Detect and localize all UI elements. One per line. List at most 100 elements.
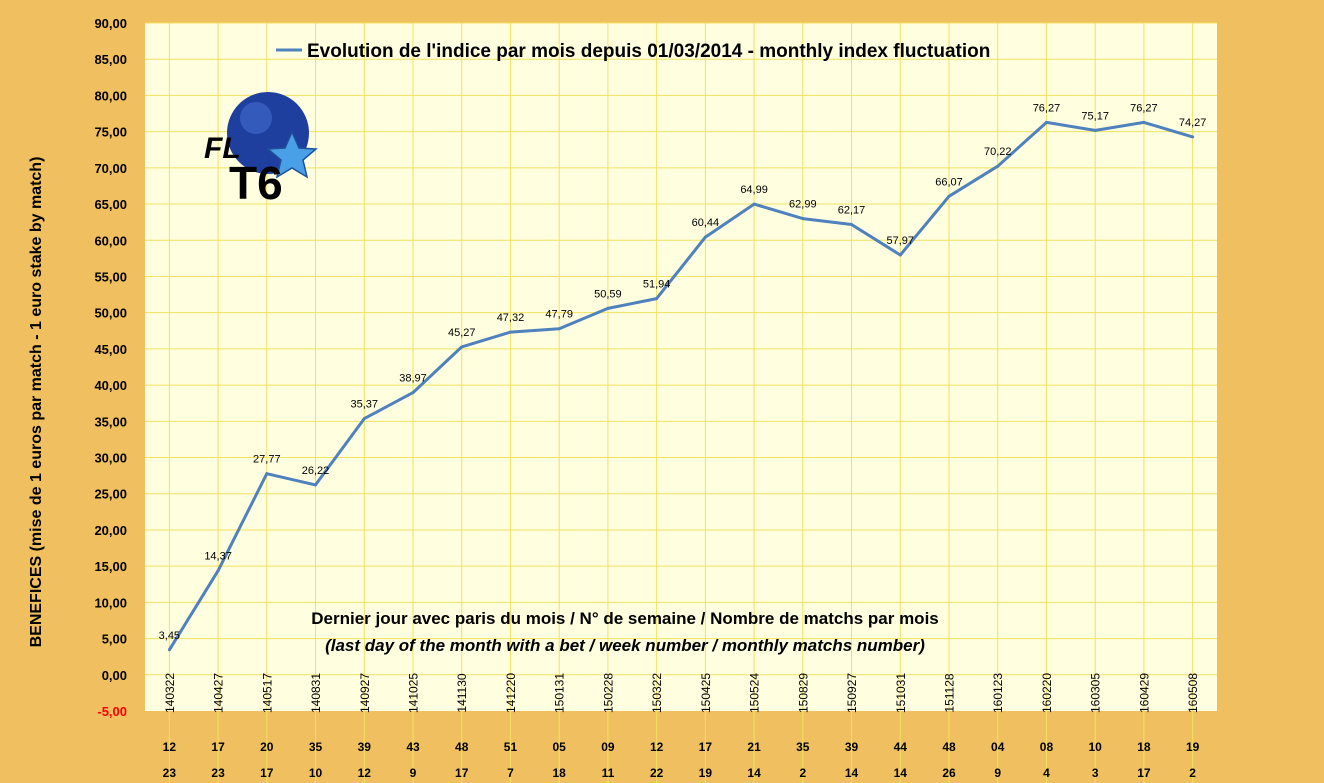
data-point — [216, 569, 220, 573]
data-label: 38,97 — [399, 373, 427, 385]
data-label: 76,27 — [1130, 102, 1158, 114]
data-point — [265, 472, 269, 476]
y-axis-ticks: -5,00 0,00 5,00 10,00 15,00 20,00 25,00 30,00 35… — [94, 16, 127, 719]
week-number-label: 21 — [747, 740, 761, 754]
x-tick-label: 150927 — [845, 673, 859, 713]
y-tick-label: 75,00 — [94, 125, 127, 140]
data-point — [850, 223, 854, 227]
week-number-label: 18 — [1137, 740, 1151, 754]
y-tick-label: 25,00 — [94, 487, 127, 502]
match-count-label: 10 — [309, 766, 323, 780]
data-point — [947, 194, 951, 198]
data-label: 62,99 — [789, 199, 817, 211]
data-label: 26,22 — [302, 465, 330, 477]
x-tick-label: 140322 — [163, 673, 177, 713]
x-tick-label: 150829 — [796, 673, 810, 713]
x-tick-label: 141220 — [504, 673, 518, 713]
data-label: 66,07 — [935, 176, 963, 188]
data-label: 64,99 — [740, 184, 768, 196]
week-number-label: 48 — [942, 740, 956, 754]
match-count-label: 11 — [602, 766, 615, 780]
data-label: 60,44 — [692, 217, 720, 229]
match-count-label: 17 — [455, 766, 469, 780]
y-tick-label: 20,00 — [94, 523, 127, 538]
x-axis-labels: 1403221223140427172314051720171408313510… — [163, 673, 1200, 780]
y-tick-label: -5,00 — [97, 704, 127, 719]
y-tick-label: 60,00 — [94, 233, 127, 248]
series-line — [168, 120, 1194, 651]
x-tick-label: 160305 — [1089, 673, 1103, 713]
week-number-label: 48 — [455, 740, 469, 754]
match-count-label: 12 — [358, 766, 372, 780]
data-point — [167, 648, 171, 652]
data-label: 70,22 — [984, 146, 1012, 158]
x-tick-label: 140831 — [309, 673, 323, 713]
x-tick-label: 160220 — [1040, 673, 1054, 713]
data-label: 51,94 — [643, 279, 671, 291]
data-point — [411, 391, 415, 395]
data-label: 14,37 — [204, 551, 232, 563]
data-point — [1191, 135, 1195, 139]
week-number-label: 05 — [553, 740, 567, 754]
y-tick-label: 30,00 — [94, 451, 127, 466]
week-number-label: 12 — [650, 740, 664, 754]
logo: FL T6 — [204, 92, 318, 209]
plot-background — [145, 23, 1217, 783]
data-label: 62,17 — [838, 205, 866, 217]
category-gridlines — [168, 23, 1194, 783]
data-point — [703, 235, 707, 239]
week-number-label: 19 — [1186, 740, 1200, 754]
y-tick-label: 85,00 — [94, 52, 127, 67]
y-axis-label: BENEFICES (mise de 1 euros par match - 1… — [28, 157, 45, 648]
match-count-label: 2 — [799, 766, 806, 780]
data-point — [996, 164, 1000, 168]
y-tick-label: 50,00 — [94, 306, 127, 321]
week-number-label: 04 — [991, 740, 1005, 754]
data-point — [655, 297, 659, 301]
data-point — [898, 253, 902, 257]
annotation-line-2: (last day of the month with a bet / week… — [325, 636, 925, 655]
data-labels: 3,45 14,37 27,77 26,22 35,37 38,97 45,27 47,32 4… — [159, 102, 1207, 641]
y-tick-label: 65,00 — [94, 197, 127, 212]
match-count-label: 7 — [507, 766, 514, 780]
y-tick-label: 35,00 — [94, 414, 127, 429]
week-number-label: 35 — [796, 740, 810, 754]
data-point — [314, 483, 318, 487]
x-tick-label: 150131 — [553, 673, 567, 713]
week-number-label: 35 — [309, 740, 323, 754]
x-tick-label: 140927 — [358, 673, 372, 713]
x-tick-label: 141025 — [407, 673, 421, 713]
y-tick-label: 5,00 — [102, 632, 127, 647]
y-tick-label: 70,00 — [94, 161, 127, 176]
logo-text-fl: FL — [204, 132, 241, 165]
week-number-label: 09 — [601, 740, 615, 754]
match-count-label: 17 — [1137, 766, 1151, 780]
match-count-label: 17 — [260, 766, 274, 780]
data-label: 74,27 — [1179, 117, 1207, 129]
match-count-label: 14 — [747, 766, 761, 780]
x-tick-label: 160123 — [991, 673, 1005, 713]
data-label: 57,97 — [887, 235, 915, 247]
week-number-label: 39 — [358, 740, 372, 754]
y-tick-label: 0,00 — [102, 668, 127, 683]
data-label: 50,59 — [594, 288, 622, 300]
data-label: 76,27 — [1033, 102, 1061, 114]
data-label: 27,77 — [253, 454, 281, 466]
y-tick-label: 90,00 — [94, 16, 127, 31]
y-tick-label: 55,00 — [94, 269, 127, 284]
match-count-label: 26 — [942, 766, 956, 780]
x-tick-label: 150228 — [601, 673, 615, 713]
x-tick-label: 160508 — [1186, 673, 1200, 713]
data-point — [606, 306, 610, 310]
match-count-label: 9 — [994, 766, 1001, 780]
week-number-label: 17 — [211, 740, 225, 754]
data-label: 75,17 — [1081, 110, 1109, 122]
x-tick-label: 160429 — [1137, 673, 1151, 713]
legend: Evolution de l'indice par mois depuis 01… — [276, 41, 990, 62]
logo-text-t6: T6 — [229, 157, 283, 209]
y-tick-label: 80,00 — [94, 88, 127, 103]
match-count-label: 22 — [650, 766, 664, 780]
x-tick-label: 151031 — [894, 673, 908, 713]
